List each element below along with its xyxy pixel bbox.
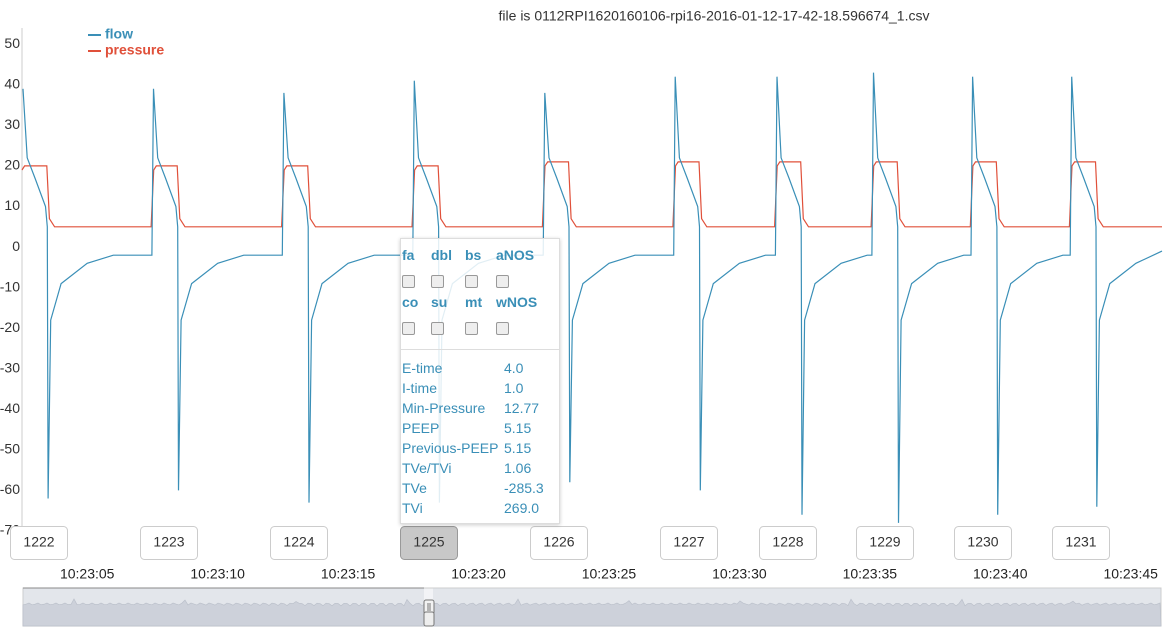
- breath-button[interactable]: 1225: [400, 526, 458, 560]
- button-label: 1231: [1065, 534, 1096, 550]
- checkbox[interactable]: [402, 275, 415, 288]
- breath-button[interactable]: 1230: [954, 526, 1012, 560]
- breath-button[interactable]: 1222: [10, 526, 68, 560]
- checkbox[interactable]: [431, 275, 444, 288]
- y-tick-label: -30: [0, 359, 20, 375]
- y-tick-label: 0: [12, 238, 20, 254]
- button-bg: [954, 526, 1012, 560]
- button-bg: [10, 526, 68, 560]
- stat-key: Previous-PEEP: [402, 440, 499, 456]
- y-tick-label: -20: [0, 319, 20, 335]
- x-tick-label: 10:23:45: [1103, 566, 1158, 582]
- separator: [401, 349, 559, 350]
- y-tick-label: 30: [4, 116, 20, 132]
- stat-value: 269.0: [504, 500, 540, 516]
- checkbox-label: mt: [465, 294, 483, 310]
- stat-value: 1.0: [504, 380, 524, 396]
- breath-button[interactable]: 1229: [856, 526, 914, 560]
- stat-value: 12.77: [504, 400, 540, 416]
- stat-key: E-time: [402, 360, 443, 376]
- button-label: 1222: [23, 534, 54, 550]
- breath-button[interactable]: 1227: [660, 526, 718, 560]
- breath-popup: fa dbl bs aNOS co su mt wNOS E-time 4.0 I-time 1.0 M…: [400, 238, 560, 524]
- navigator-mask: [433, 588, 1161, 626]
- y-tick-label: 10: [4, 197, 20, 213]
- checkbox-label: wNOS: [496, 294, 538, 310]
- y-tick-label: 20: [4, 157, 20, 173]
- breath-button[interactable]: 1226: [530, 526, 588, 560]
- x-tick-label: 10:23:30: [712, 566, 767, 582]
- x-tick-label: 10:23:40: [973, 566, 1028, 582]
- y-tick-label: -50: [0, 441, 20, 457]
- checkbox[interactable]: [465, 275, 478, 288]
- button-bg: [400, 526, 458, 560]
- button-bg: [759, 526, 817, 560]
- stat-key: TVe/TVi: [402, 460, 452, 476]
- stat-key: TVi: [402, 500, 423, 516]
- button-bg: [530, 526, 588, 560]
- button-label: 1225: [413, 534, 444, 550]
- checkbox[interactable]: [465, 322, 478, 335]
- checkbox-label: fa: [402, 247, 415, 263]
- button-bg: [660, 526, 718, 560]
- checkbox[interactable]: [496, 275, 509, 288]
- checkbox-label: aNOS: [496, 247, 535, 263]
- x-tick-label: 10:23:20: [451, 566, 506, 582]
- stat-value: 1.06: [504, 460, 532, 476]
- button-bg: [1052, 526, 1110, 560]
- breath-button[interactable]: 1231: [1052, 526, 1110, 560]
- button-bg: [856, 526, 914, 560]
- x-tick-label: 10:23:10: [190, 566, 245, 582]
- navigator-mask: [23, 588, 424, 626]
- chart-title: file is 0112RPI1620160106-rpi16-2016-01-…: [499, 8, 930, 24]
- navigator-series: [22, 598, 1162, 627]
- checkbox-label: su: [431, 294, 448, 310]
- x-tick-label: 10:23:25: [582, 566, 637, 582]
- x-tick-label: 10:23:15: [321, 566, 376, 582]
- button-label: 1226: [543, 534, 574, 550]
- button-label: 1224: [283, 534, 314, 550]
- y-tick-label: -10: [0, 278, 20, 294]
- x-tick-label: 10:23:05: [60, 566, 115, 582]
- checkbox[interactable]: [431, 322, 444, 335]
- checkbox[interactable]: [496, 322, 509, 335]
- stat-value: -285.3: [504, 480, 544, 496]
- y-tick-label: 50: [4, 35, 20, 51]
- stat-value: 5.15: [504, 440, 532, 456]
- y-tick-label: -40: [0, 400, 20, 416]
- stat-key: TVe: [402, 480, 427, 496]
- breath-button[interactable]: 1224: [270, 526, 328, 560]
- y-tick-label: 40: [4, 75, 20, 91]
- checkbox[interactable]: [402, 322, 415, 335]
- button-bg: [270, 526, 328, 560]
- stat-value: 5.15: [504, 420, 532, 436]
- series-line: [22, 72, 1163, 523]
- button-label: 1228: [772, 534, 803, 550]
- stat-key: I-time: [402, 380, 437, 396]
- button-label: 1229: [869, 534, 900, 550]
- button-bg: [140, 526, 198, 560]
- button-label: 1230: [967, 534, 998, 550]
- checkbox-label: co: [402, 294, 419, 310]
- stat-key: PEEP: [402, 420, 440, 436]
- breath-button[interactable]: 1228: [759, 526, 817, 560]
- button-label: 1227: [673, 534, 704, 550]
- legend-label: pressure: [105, 42, 164, 58]
- checkbox-label: bs: [465, 247, 482, 263]
- stat-key: Min-Pressure: [402, 400, 486, 416]
- button-label: 1223: [153, 534, 184, 550]
- legend-label: flow: [105, 26, 133, 42]
- navigator-handle[interactable]: [423, 611, 435, 627]
- y-tick-label: -60: [0, 481, 20, 497]
- x-tick-label: 10:23:35: [843, 566, 898, 582]
- breath-button[interactable]: 1223: [140, 526, 198, 560]
- checkbox-label: dbl: [431, 247, 452, 263]
- stat-value: 4.0: [504, 360, 524, 376]
